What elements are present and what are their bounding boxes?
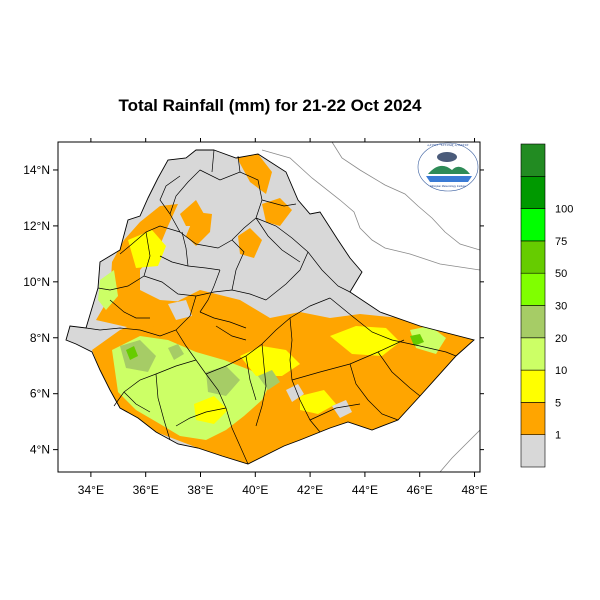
colorbar-label: 100	[555, 204, 573, 216]
x-tick-label: 48°E	[461, 483, 487, 497]
colorbar-swatch	[520, 305, 546, 339]
coastline-red-sea	[261, 149, 480, 271]
x-tick-label: 46°E	[407, 483, 433, 497]
x-tick-label: 40°E	[242, 483, 268, 497]
colorbar-swatch	[520, 337, 546, 371]
y-tick-label: 14°N	[23, 163, 50, 177]
colorbar-label: 50	[555, 268, 567, 280]
ethiopia-border	[65, 149, 475, 465]
colorbar-swatch	[520, 402, 546, 435]
x-tick-label: 44°E	[352, 483, 378, 497]
x-axis: 34°E 36°E 38°E 40°E 42°E 44°E 46°E 48°E	[78, 138, 488, 497]
plot-frame	[57, 141, 481, 473]
colorbar-label: 20	[555, 333, 567, 345]
x-tick-label: 36°E	[133, 483, 159, 497]
colorbar-swatch	[520, 208, 546, 242]
y-tick-label: 6°N	[30, 387, 50, 401]
admin-boundaries	[85, 149, 457, 465]
cloud-icon	[437, 152, 457, 162]
logo-top-text: ኢትዮጵያ ሜትዮሮሎጂ ኢንስቲትዩት	[427, 143, 469, 147]
y-tick-label: 12°N	[23, 219, 50, 233]
x-tick-label: 38°E	[187, 483, 213, 497]
colorbar-swatch	[520, 240, 546, 274]
colorbar-label: 30	[555, 301, 567, 313]
x-tick-label: 42°E	[297, 483, 323, 497]
y-axis: 4°N 6°N 8°N 10°N 12°N 14°N	[23, 163, 484, 457]
border-somalia-coast	[439, 429, 480, 472]
colorbar-swatch	[520, 369, 546, 403]
y-tick-label: 10°N	[23, 275, 50, 289]
emi-logo: ኢትዮጵያ ሜትዮሮሎጂ ኢንስቲትዩት Ethiopian Meteorolo…	[417, 142, 479, 192]
colorbar-label: 10	[555, 365, 567, 377]
y-tick-label: 8°N	[30, 331, 50, 345]
plot-area	[65, 142, 480, 472]
y-tick-label: 4°N	[30, 443, 50, 457]
map-title: Total Rainfall (mm) for 21-22 Oct 2024	[118, 96, 422, 115]
colorbar-label: 5	[555, 397, 561, 409]
x-tick-label: 34°E	[78, 483, 104, 497]
rainfall-field	[92, 154, 474, 464]
colorbar-label: 1	[555, 430, 561, 442]
logo-bottom-text: Ethiopian Meteorology Institute	[430, 184, 466, 188]
colorbar-swatch	[520, 143, 546, 177]
colorbar-swatch	[520, 176, 546, 209]
colorbar-label: 75	[555, 236, 567, 248]
coastline-gulf-of-aden	[331, 142, 480, 251]
colorbar-swatch	[520, 272, 546, 306]
colorbar-swatch	[520, 434, 546, 468]
colorbar: 1 5 10 20 30 50 75 100	[520, 143, 573, 468]
